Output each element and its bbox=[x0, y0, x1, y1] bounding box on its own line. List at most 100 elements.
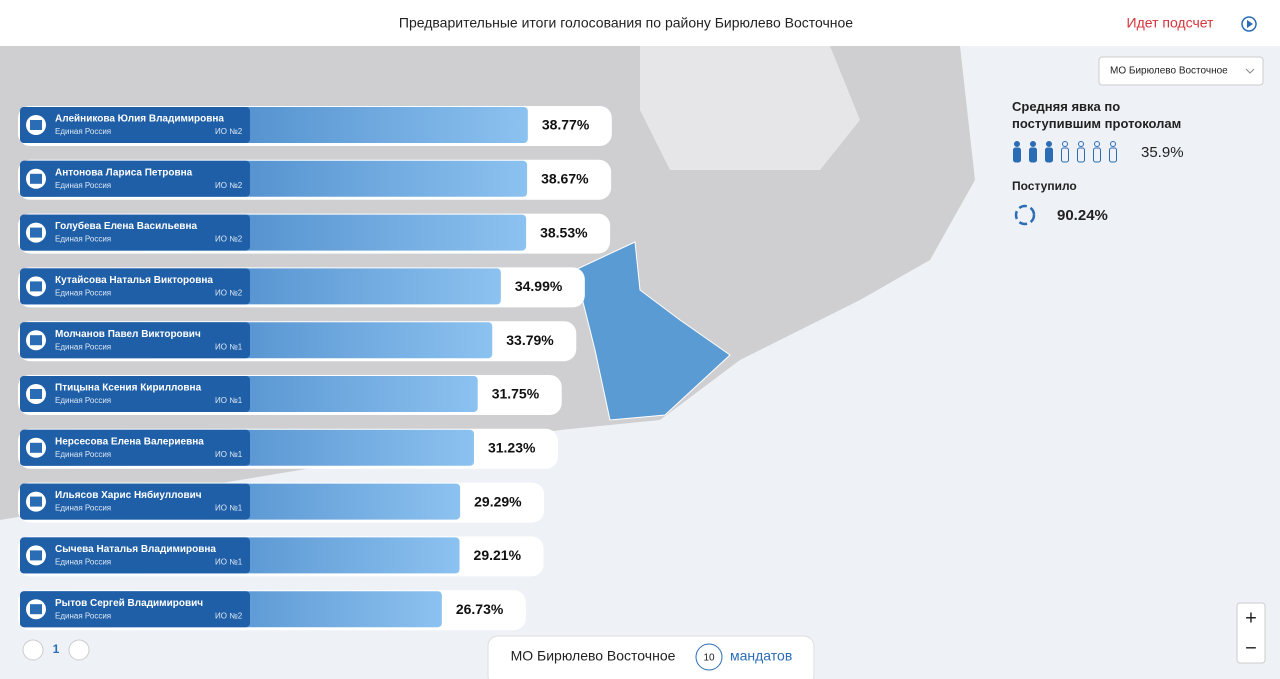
party-logo-mark bbox=[30, 173, 42, 184]
person-body bbox=[1109, 147, 1117, 163]
turnout-value: 35.9% bbox=[1141, 144, 1184, 161]
bar-head bbox=[20, 160, 250, 197]
party-logo-mark bbox=[30, 442, 42, 453]
person-head bbox=[1046, 141, 1052, 147]
footer-district: МО Бирюлево Восточное bbox=[511, 648, 676, 664]
bar-head bbox=[20, 376, 250, 412]
candidate-row: Антонова Лариса Петровна Единая Россия ИО … bbox=[18, 159, 612, 200]
received-value: 90.24% bbox=[1057, 207, 1108, 224]
candidate-name: Голубева Елена Васильевна bbox=[55, 220, 197, 232]
mandates-label: мандатов bbox=[730, 648, 792, 664]
header bbox=[0, 0, 1280, 46]
bar-head bbox=[20, 214, 250, 251]
candidate-party: Единая Россия bbox=[55, 611, 111, 620]
person-body bbox=[1013, 147, 1021, 163]
candidate-district: ИО №1 bbox=[215, 558, 243, 567]
candidate-party: Единая Россия bbox=[55, 450, 111, 459]
party-logo-mark bbox=[30, 496, 42, 507]
candidate-row: Кутайсова Наталья Викторовна Единая Росси… bbox=[18, 267, 585, 308]
candidate-row: Сычева Наталья Владимировна Единая Россия… bbox=[18, 536, 544, 577]
zoom-out[interactable]: − bbox=[1245, 637, 1257, 659]
party-logo-mark bbox=[30, 550, 42, 561]
party-logo-mark bbox=[30, 335, 42, 346]
district-select-text: МО Бирюлево Восточное bbox=[1110, 66, 1228, 77]
bar-head bbox=[20, 107, 250, 143]
candidate-name: Нерсесова Елена Валериевна bbox=[55, 436, 204, 447]
person-head bbox=[1094, 141, 1100, 147]
bar-head bbox=[20, 537, 250, 574]
candidate-percent: 29.29% bbox=[474, 493, 522, 509]
candidate-district: ИО №1 bbox=[215, 396, 243, 405]
page-number[interactable]: 1 bbox=[53, 642, 60, 656]
candidate-party: Единая Россия bbox=[55, 235, 111, 244]
candidate-percent: 29.21% bbox=[474, 547, 522, 563]
candidate-name: Рытов Сергей Владимирович bbox=[55, 598, 203, 609]
candidate-party: Единая Россия bbox=[55, 289, 111, 298]
candidate-name: Птицына Ксения Кирилловна bbox=[55, 383, 202, 394]
candidate-district: ИО №2 bbox=[215, 611, 243, 620]
party-logo-mark bbox=[30, 389, 42, 399]
candidate-percent: 34.99% bbox=[515, 278, 563, 294]
status: Идет подсчет bbox=[1127, 15, 1215, 31]
candidate-party: Единая Россия bbox=[55, 558, 111, 567]
zoom-in[interactable]: + bbox=[1245, 607, 1257, 629]
party-logo-mark bbox=[30, 604, 42, 615]
candidate-row: Голубева Елена Васильевна Единая Россия ИО… bbox=[18, 213, 611, 254]
received-icon bbox=[1014, 204, 1036, 226]
person-head bbox=[1030, 141, 1036, 147]
received-title: Поступило bbox=[1012, 179, 1077, 193]
candidate-percent: 38.53% bbox=[540, 224, 588, 240]
play-button[interactable] bbox=[1241, 16, 1257, 32]
candidate-district: ИО №2 bbox=[215, 127, 243, 136]
candidate-district: ИО №1 bbox=[215, 504, 243, 513]
footer-card bbox=[487, 635, 815, 679]
candidate-name: Антонова Лариса Петровна bbox=[55, 167, 193, 178]
candidate-list: Алейникова Юлия Владимировна Единая Росси… bbox=[18, 106, 612, 631]
person-body bbox=[1093, 147, 1101, 163]
candidate-district: ИО №2 bbox=[215, 181, 243, 190]
candidate-percent: 33.79% bbox=[506, 332, 554, 348]
person-body bbox=[1045, 147, 1053, 163]
turnout-title: Средняя явка по поступившим протоколам bbox=[1012, 99, 1181, 131]
candidate-row: Ильясов Харис Нябиуллович Единая Россия ИО… bbox=[18, 482, 545, 523]
next-page[interactable] bbox=[68, 639, 90, 661]
candidate-district: ИО №2 bbox=[215, 235, 243, 244]
person-head bbox=[1014, 141, 1020, 147]
candidate-name: Ильясов Харис Нябиуллович bbox=[55, 489, 202, 501]
mandates-circle bbox=[695, 643, 723, 671]
candidate-name: Молчанов Павел Викторович bbox=[55, 329, 201, 340]
candidate-percent: 31.75% bbox=[492, 386, 540, 402]
map-park bbox=[640, 46, 860, 170]
bar-head bbox=[20, 591, 250, 628]
candidate-name: Сычева Наталья Владимировна bbox=[55, 544, 216, 555]
candidate-row: Рытов Сергей Владимирович Единая Россия ИО… bbox=[18, 590, 526, 631]
chevron bbox=[1245, 68, 1255, 74]
candidate-percent: 38.67% bbox=[541, 171, 589, 187]
candidate-party: Единая Россия bbox=[55, 181, 111, 190]
candidate-row: Молчанов Павел Викторович Единая Россия ИО… bbox=[18, 321, 577, 362]
person-head bbox=[1062, 141, 1068, 147]
candidate-row: Птицына Ксения Кирилловна Единая Россия ИО… bbox=[18, 375, 562, 415]
candidate-percent: 26.73% bbox=[456, 601, 504, 617]
prev-page[interactable] bbox=[22, 639, 44, 661]
candidate-percent: 38.77% bbox=[542, 117, 590, 133]
zoom-control bbox=[1236, 602, 1266, 664]
header-title: Предварительные итоги голосования по рай… bbox=[399, 15, 853, 31]
bar-head bbox=[20, 268, 250, 305]
turnout-icons bbox=[1013, 141, 1117, 163]
candidate-party: Единая Россия bbox=[55, 396, 111, 405]
play-icon bbox=[1247, 20, 1253, 28]
party-logo-mark bbox=[30, 120, 42, 130]
mandates-count: 10 bbox=[703, 653, 715, 664]
person-head bbox=[1078, 141, 1084, 147]
district-select[interactable] bbox=[1098, 56, 1264, 86]
person-head bbox=[1110, 141, 1116, 147]
person-body bbox=[1029, 147, 1037, 163]
candidate-district: ИО №1 bbox=[215, 342, 243, 351]
party-logo-mark bbox=[30, 227, 42, 238]
candidate-percent: 31.23% bbox=[488, 440, 536, 456]
person-body bbox=[1061, 147, 1069, 163]
